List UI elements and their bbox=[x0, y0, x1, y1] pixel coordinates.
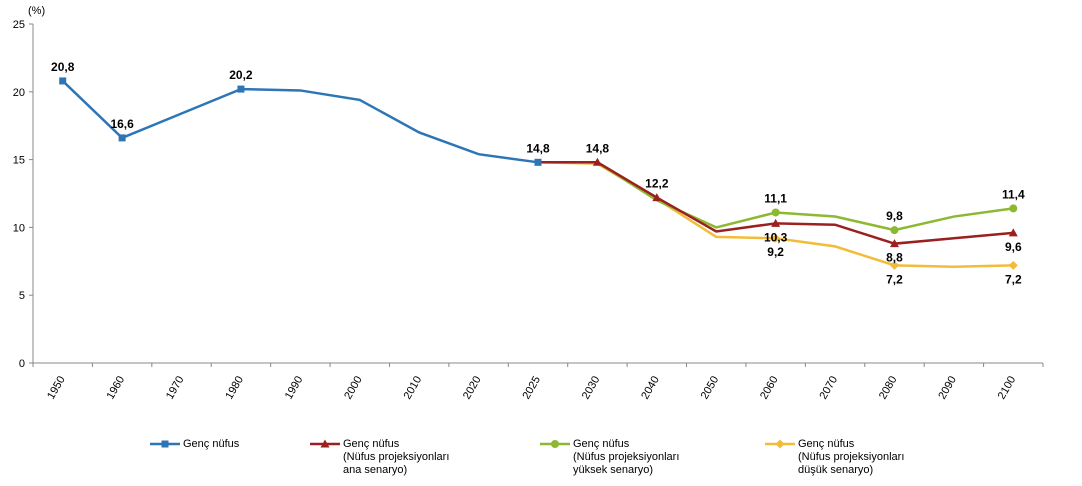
legend-symbol bbox=[540, 440, 570, 448]
marker bbox=[592, 157, 602, 166]
marker bbox=[889, 239, 899, 248]
marker bbox=[771, 218, 781, 227]
marker bbox=[652, 193, 662, 202]
data-label: 20,8 bbox=[51, 60, 75, 74]
x-tick-label: 2020 bbox=[461, 374, 484, 401]
data-label: 16,6 bbox=[110, 117, 134, 131]
x-tick-label: 1950 bbox=[45, 374, 68, 401]
x-tick-label: 2000 bbox=[342, 374, 365, 401]
data-label: 11,4 bbox=[1002, 187, 1025, 201]
data-label: 9,6 bbox=[1005, 240, 1022, 254]
data-label: 14,8 bbox=[586, 141, 610, 155]
legend-label: Genç nüfus (Nüfus projeksiyonları düşük … bbox=[798, 438, 905, 476]
x-tick-label: 1960 bbox=[105, 374, 128, 401]
marker bbox=[320, 439, 330, 448]
x-tick-label: 1970 bbox=[164, 374, 187, 401]
data-label: 9,2 bbox=[767, 245, 784, 259]
x-tick-label: 2025 bbox=[520, 374, 543, 401]
marker bbox=[1008, 228, 1018, 237]
marker bbox=[59, 77, 67, 85]
legend-item: Genç nüfus (Nüfus projeksiyonları yüksek… bbox=[540, 438, 679, 477]
y-tick-label: 15 bbox=[13, 155, 25, 167]
y-tick-label: 25 bbox=[13, 19, 25, 31]
legend-item: Genç nüfus (Nüfus projeksiyonları düşük … bbox=[765, 438, 904, 477]
marker bbox=[551, 440, 559, 448]
x-tick-label: 2080 bbox=[877, 374, 900, 401]
x-tick-label: 1990 bbox=[283, 374, 306, 401]
x-tick-label: 2100 bbox=[996, 374, 1019, 401]
y-unit: (%) bbox=[28, 5, 45, 17]
y-tick-label: 10 bbox=[13, 222, 25, 234]
x-tick-label: 2040 bbox=[639, 374, 662, 401]
x-tick-label: 2030 bbox=[580, 374, 603, 401]
marker bbox=[889, 260, 899, 270]
legend-label: Genç nüfus bbox=[183, 438, 240, 450]
x-tick-label: 1980 bbox=[223, 374, 246, 401]
marker bbox=[161, 440, 169, 448]
legend-label: Genç nüfus (Nüfus projeksiyonları yüksek… bbox=[573, 438, 680, 476]
y-tick-label: 5 bbox=[19, 290, 25, 302]
data-label: 8,8 bbox=[886, 251, 903, 265]
series-line bbox=[61, 80, 539, 164]
y-tick-label: 0 bbox=[19, 358, 25, 370]
legend-symbol bbox=[310, 439, 340, 448]
x-tick-label: 2010 bbox=[402, 374, 425, 401]
data-label: 10,3 bbox=[764, 230, 788, 244]
data-label: 7,2 bbox=[1005, 272, 1022, 286]
data-label: 20,2 bbox=[229, 68, 253, 82]
marker bbox=[1008, 260, 1018, 270]
marker bbox=[771, 208, 780, 217]
marker bbox=[237, 85, 245, 93]
legend-item: Genç nüfus (Nüfus projeksiyonları ana se… bbox=[310, 438, 449, 477]
data-label: 9,8 bbox=[886, 209, 903, 223]
x-tick-label: 2090 bbox=[936, 374, 959, 401]
y-tick-label: 20 bbox=[13, 87, 25, 99]
marker bbox=[890, 226, 899, 235]
marker bbox=[771, 233, 781, 243]
x-tick-label: 2070 bbox=[817, 374, 840, 401]
data-label: 7,2 bbox=[886, 272, 903, 286]
x-tick-label: 2060 bbox=[758, 374, 781, 401]
marker bbox=[534, 158, 542, 166]
data-label: 11,1 bbox=[764, 191, 787, 205]
data-label: 12,2 bbox=[645, 177, 669, 191]
legend-item: Genç nüfus bbox=[150, 438, 239, 451]
x-tick-label: 2050 bbox=[699, 374, 722, 401]
legend-symbol bbox=[765, 439, 795, 449]
legend-label: Genç nüfus (Nüfus projeksiyonları ana se… bbox=[343, 438, 450, 476]
data-label: 14,8 bbox=[526, 141, 550, 155]
marker bbox=[1009, 204, 1018, 213]
legend-symbol bbox=[150, 440, 180, 448]
marker bbox=[118, 134, 126, 142]
marker bbox=[775, 439, 785, 449]
